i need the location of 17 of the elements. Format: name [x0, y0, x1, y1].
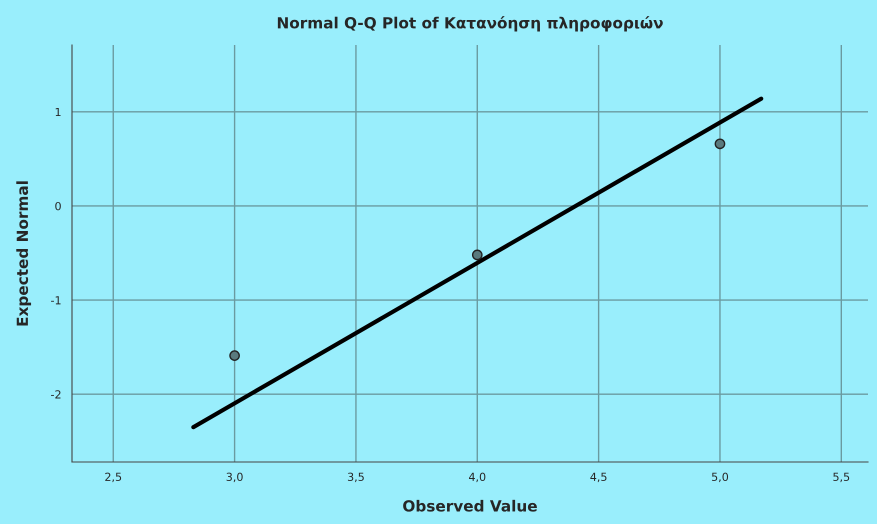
- y-tick-label: 0: [55, 202, 61, 210]
- x-tick-label: 3,0: [226, 472, 243, 482]
- y-tick-label: 1: [56, 108, 61, 116]
- x-tick-label: 4,5: [590, 472, 606, 482]
- x-tick-label: 5,0: [712, 472, 728, 482]
- x-tick-label: 5,5: [833, 472, 850, 482]
- y-axis-title: Expected Normal: [16, 181, 32, 326]
- chart-title: Normal Q-Q Plot of Κατανόηση πληροφοριών: [278, 16, 663, 32]
- y-tick-label: -1: [51, 296, 61, 304]
- x-tick-label: 3,5: [348, 472, 364, 482]
- y-tick-label: -2: [51, 390, 60, 398]
- point: [472, 250, 483, 260]
- x-tick-label: 4,0: [468, 472, 486, 482]
- point: [229, 350, 240, 361]
- x-axis-title: Observed Value: [403, 500, 537, 512]
- x-tick-label: 2,5: [105, 472, 122, 482]
- point: [714, 138, 726, 150]
